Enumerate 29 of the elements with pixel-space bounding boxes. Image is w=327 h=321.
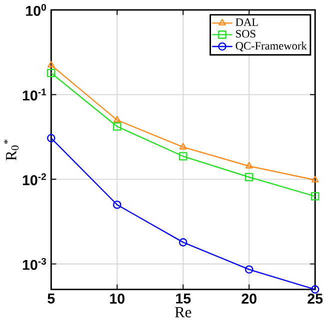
point — [113, 116, 121, 122]
x-axis-title: Re — [174, 306, 192, 318]
point — [311, 176, 319, 182]
legend-label: QC-Framework — [236, 42, 307, 52]
point — [179, 142, 187, 150]
point — [46, 68, 56, 77]
x-tick-label: 5 — [48, 293, 55, 304]
y-tick-label: 10$^{-2}$ — [22, 173, 46, 186]
y-tick-label: 10$^{-3}$ — [22, 258, 46, 270]
point — [112, 200, 122, 209]
x-tick-label: 15 — [176, 293, 191, 304]
y-tick-label: 10$^{0}$ — [26, 4, 46, 16]
point — [178, 152, 188, 160]
point — [244, 265, 254, 274]
point — [244, 172, 254, 182]
legend-label: DAL — [236, 18, 258, 26]
point — [245, 162, 253, 168]
point — [47, 60, 55, 68]
legend-label: SOS — [236, 30, 256, 38]
point — [178, 238, 188, 246]
y-axis-title: R$_{0}$* — [4, 139, 19, 160]
point — [112, 122, 122, 130]
point — [310, 285, 320, 294]
point — [310, 192, 320, 200]
x-tick-label: 10 — [110, 293, 124, 304]
point — [46, 134, 56, 142]
y-tick-label: 10$^{-1}$ — [22, 88, 46, 100]
x-tick-label: 20 — [242, 293, 256, 304]
x-tick-label: 25 — [308, 293, 323, 304]
